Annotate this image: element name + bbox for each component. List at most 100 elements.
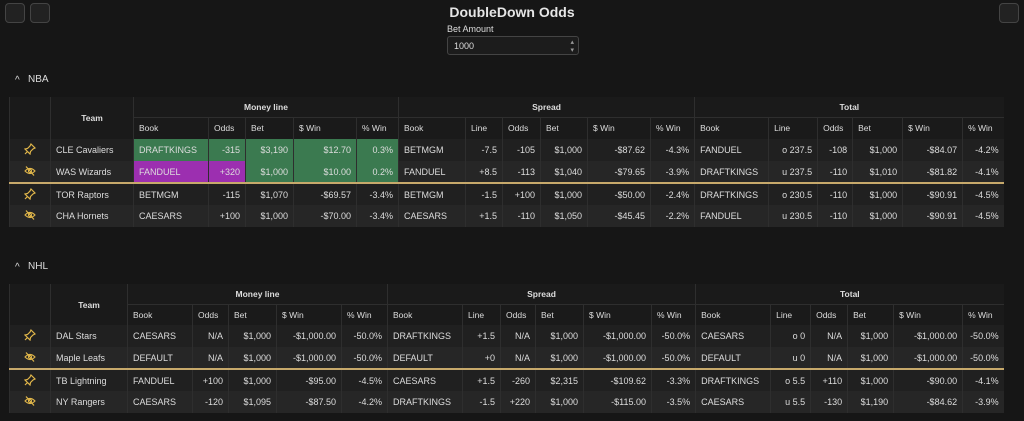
column-header: % Win xyxy=(962,117,1004,139)
odds-cell: +220 xyxy=(500,391,536,413)
odds-cell: -4.3% xyxy=(650,139,695,161)
odds-cell: -50.0% xyxy=(651,347,696,370)
odds-cell: $1,000 xyxy=(535,391,584,413)
column-header: $ Win xyxy=(587,117,651,139)
group-header: Spread xyxy=(398,97,695,118)
odds-cell: -120 xyxy=(192,391,229,413)
odds-cell: -110 xyxy=(817,161,853,184)
column-header: $ Win xyxy=(583,304,652,325)
odds-cell: 0.2% xyxy=(355,161,399,184)
calculator-button[interactable] xyxy=(5,3,25,23)
book-cell: FANDUEL xyxy=(133,161,209,184)
odds-cell: +1.5 xyxy=(465,205,503,227)
sub-header-row: Book Odds Bet $ Win% Win Book Line Odds Bet $ Wi… xyxy=(10,304,1004,325)
column-header: Bet xyxy=(852,117,903,139)
spinner[interactable]: ▴ ▾ xyxy=(570,39,574,54)
row-action xyxy=(9,369,51,391)
group-header-row: Team Money line Spread Total xyxy=(9,284,1004,325)
odds-cell: -1.5 xyxy=(462,391,501,413)
bet-amount-value: 1000 xyxy=(454,41,475,51)
odds-cell: -3.4% xyxy=(355,205,399,227)
odds-cell: -50.0% xyxy=(340,325,388,347)
group-header: Money line xyxy=(132,97,399,118)
odds-cell: $1,000 xyxy=(852,205,903,227)
team-row: CHA Hornets CAESARS +100 $1,000 -$70.00 -3.4%… xyxy=(9,205,1004,227)
odds-cell: $1,000 xyxy=(852,183,903,205)
odds-cell: $1,000 xyxy=(535,347,584,370)
book-cell: FANDUEL xyxy=(398,161,466,184)
row-action xyxy=(9,347,51,370)
team-row: WAS Wizards FANDUEL +320 $1,000 $10.00 0.2% FA… xyxy=(9,161,1004,184)
hide-icon[interactable] xyxy=(24,209,36,221)
odds-cell: -$90.91 xyxy=(902,205,963,227)
odds-cell: N/A xyxy=(192,325,229,347)
odds-cell: $1,000 xyxy=(228,369,277,391)
row-action xyxy=(9,391,51,413)
odds-cell: $1,000 xyxy=(535,325,584,347)
odds-cell: $1,000 xyxy=(847,347,894,370)
book-cell: FANDUEL xyxy=(127,369,193,391)
odds-cell: N/A xyxy=(192,347,229,370)
odds-cell: -$81.82 xyxy=(902,161,963,184)
odds-cell: -110 xyxy=(817,205,853,227)
odds-cell: $10.00 xyxy=(293,161,357,184)
app-title: DoubleDown Odds xyxy=(449,4,575,20)
collapse-toggle[interactable]: ^ xyxy=(15,262,20,273)
odds-cell: -$84.07 xyxy=(902,139,963,161)
group-header: Total xyxy=(695,284,1004,305)
team-name: Maple Leafs xyxy=(50,347,128,370)
collapse-toggle[interactable]: ^ xyxy=(15,75,20,86)
odds-cell: $1,000 xyxy=(852,139,903,161)
team-name: CHA Hornets xyxy=(50,205,134,227)
odds-cell: -$50.00 xyxy=(587,183,651,205)
odds-cell: -$69.57 xyxy=(293,183,357,205)
odds-cell: u 5.5 xyxy=(770,391,811,413)
team-row: NY Rangers CAESARS -120 $1,095 -$87.50 -4.2% D… xyxy=(9,391,1004,413)
bet-amount-input[interactable]: 1000 ▴ ▾ xyxy=(447,36,579,55)
pin-icon[interactable] xyxy=(23,328,37,342)
hide-icon[interactable] xyxy=(24,165,36,177)
odds-cell: $1,010 xyxy=(852,161,903,184)
column-header: Odds xyxy=(192,304,229,325)
row-action xyxy=(9,139,51,161)
book-cell: DRAFTKINGS xyxy=(387,325,463,347)
column-header: % Win xyxy=(340,304,388,325)
odds-cell: $2,315 xyxy=(535,369,584,391)
odds-cell: o 237.5 xyxy=(768,139,818,161)
column-header: Bet xyxy=(847,304,894,325)
odds-cell: -105 xyxy=(502,139,541,161)
column-header: Line xyxy=(462,304,501,325)
odds-cell: +8.5 xyxy=(465,161,503,184)
odds-cell: $1,000 xyxy=(540,139,588,161)
hide-icon[interactable] xyxy=(24,395,36,407)
pin-icon[interactable] xyxy=(23,142,37,156)
column-header: Bet xyxy=(535,304,584,325)
odds-cell: $3,190 xyxy=(245,139,294,161)
currency-button[interactable] xyxy=(30,3,50,23)
odds-cell: -$87.50 xyxy=(276,391,342,413)
odds-cell: -3.5% xyxy=(651,391,696,413)
pin-icon[interactable] xyxy=(23,373,37,386)
column-header: Odds xyxy=(810,304,848,325)
odds-cell: $1,000 xyxy=(245,205,294,227)
book-cell: DRAFTKINGS xyxy=(694,183,769,205)
column-header: % Win xyxy=(355,117,399,139)
odds-cell: o 0 xyxy=(770,325,811,347)
odds-cell: -$90.00 xyxy=(893,369,963,391)
book-cell: CAESARS xyxy=(127,391,193,413)
team-row: TOR Raptors BETMGM -115 $1,070 -$69.57 -3.4% B… xyxy=(9,183,1004,205)
odds-cell: $1,095 xyxy=(228,391,277,413)
book-cell: DEFAULT xyxy=(387,347,463,370)
column-header: Odds xyxy=(500,304,536,325)
odds-cell: u 230.5 xyxy=(768,205,818,227)
pin-icon[interactable] xyxy=(23,187,37,200)
settings-button[interactable] xyxy=(999,3,1019,23)
odds-cell: -7.5 xyxy=(465,139,503,161)
odds-cell: -$79.65 xyxy=(587,161,651,184)
column-header: Book xyxy=(398,117,466,139)
odds-cell: -50.0% xyxy=(962,325,1004,347)
book-cell: BETMGM xyxy=(398,139,466,161)
column-header: $ Win xyxy=(902,117,963,139)
column-header: Book xyxy=(133,117,209,139)
hide-icon[interactable] xyxy=(24,351,36,363)
